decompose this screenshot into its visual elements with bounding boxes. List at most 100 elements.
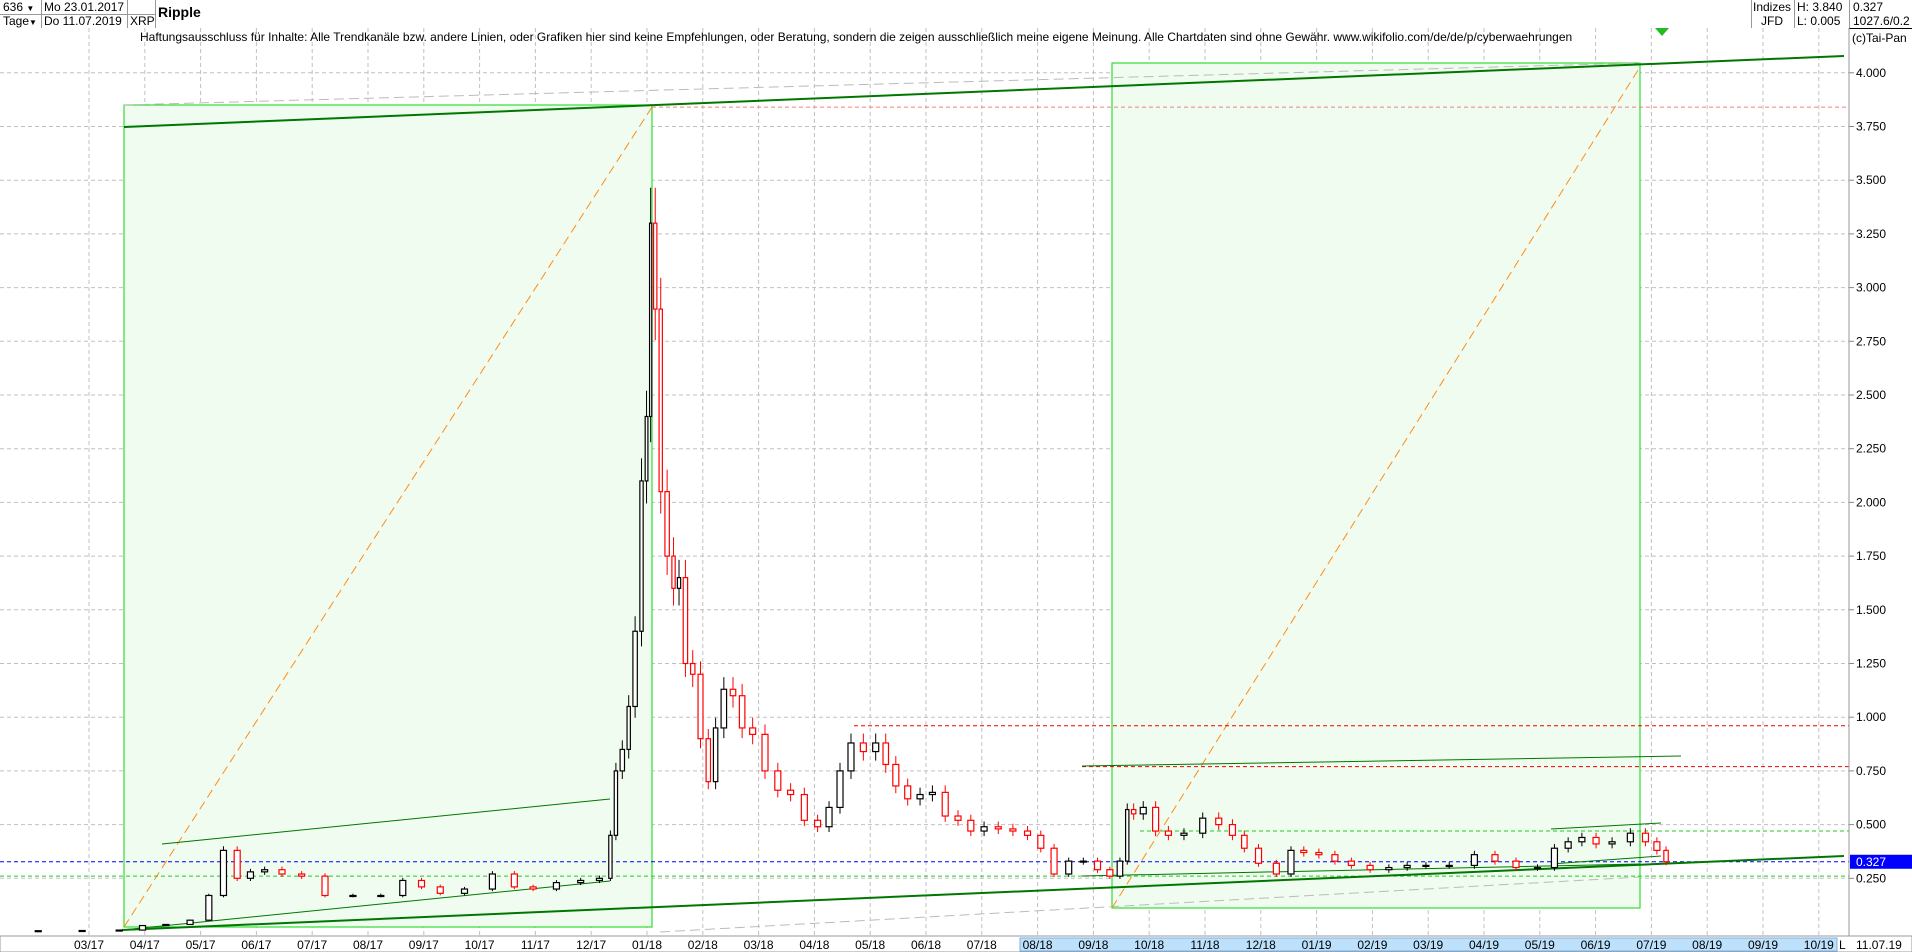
candle-up xyxy=(399,879,407,897)
candle-down xyxy=(529,886,537,890)
candle-up xyxy=(1445,864,1453,868)
x-tick-label: 11/17 xyxy=(521,938,550,952)
candle-down xyxy=(705,738,712,783)
candle-up xyxy=(552,881,561,890)
candle-up xyxy=(619,748,626,772)
divider xyxy=(1794,0,1795,28)
candle-down xyxy=(1272,862,1280,875)
candle-up xyxy=(595,877,604,882)
candle-down xyxy=(697,673,704,740)
candle-up xyxy=(632,630,638,708)
y-tick-label: 0.500 xyxy=(1856,818,1886,832)
candle-up xyxy=(720,688,728,729)
x-tick-label: 02/18 xyxy=(688,938,718,952)
candle-up xyxy=(246,871,255,879)
candle-up xyxy=(980,826,988,832)
channel-upper xyxy=(1550,822,1662,830)
x-tick-label: 04/17 xyxy=(130,938,160,952)
divider xyxy=(1751,0,1752,28)
channel-lower xyxy=(1081,863,1641,877)
x-tick-label: 09/19 xyxy=(1748,938,1778,952)
projection-box-right xyxy=(1111,62,1641,909)
scale-mode-toggle[interactable]: L xyxy=(1839,938,1846,952)
period-select[interactable]: Tage▼ xyxy=(3,15,37,28)
candle-up xyxy=(1065,860,1073,875)
y-tick-label: 0.750 xyxy=(1856,764,1886,778)
y-tick-label: 1.000 xyxy=(1856,710,1886,724)
x-tick-label: 08/17 xyxy=(353,938,383,952)
candle-up xyxy=(186,919,194,926)
candle-up xyxy=(1287,849,1295,875)
candle-up xyxy=(1470,854,1478,867)
channel-upper xyxy=(1081,755,1682,767)
candle-down xyxy=(1366,864,1374,871)
x-tick-label: 08/18 xyxy=(1023,938,1053,952)
candle-up xyxy=(613,770,619,836)
disclaimer-text: Haftungsausschluss für Inhalte: Alle Tre… xyxy=(140,30,1573,44)
candle-up xyxy=(639,480,644,632)
x-tick-label: 09/17 xyxy=(409,938,439,952)
y-tick-label: 1.750 xyxy=(1856,549,1886,563)
date-to[interactable]: Do 11.07.2019 xyxy=(44,14,122,28)
candle-down xyxy=(814,819,822,828)
y-tick-label: 2.750 xyxy=(1856,334,1886,348)
candle-up xyxy=(872,742,880,753)
orange-projection-right xyxy=(1111,66,1641,909)
chevron-down-icon: ▼ xyxy=(29,18,37,27)
candle-down xyxy=(738,695,746,729)
candle-up xyxy=(162,923,170,927)
candle-down xyxy=(510,873,518,888)
chart-title: Ripple xyxy=(158,4,201,20)
candle-up xyxy=(219,849,228,897)
x-tick-label: 01/19 xyxy=(1302,938,1332,952)
y-tick-label: 1.250 xyxy=(1856,657,1886,671)
candle-down xyxy=(1009,828,1017,832)
candle-down xyxy=(1050,847,1058,875)
candle-down xyxy=(1037,834,1045,849)
chart-header: 636 ▼ Tage▼ Mo 23.01.2017 Do 11.07.2019 … xyxy=(0,0,1912,29)
candle-up xyxy=(577,879,585,884)
candle-down xyxy=(994,826,1002,830)
candle-down xyxy=(1130,808,1137,815)
date-from[interactable]: Mo 23.01.2017 xyxy=(44,0,125,14)
symbol: XRP xyxy=(130,14,155,28)
y-tick-label: 4.000 xyxy=(1856,66,1886,80)
x-tick-label: 11/18 xyxy=(1190,938,1219,952)
y-tick-label: 3.750 xyxy=(1856,120,1886,134)
candle-up xyxy=(644,415,649,482)
candle-down xyxy=(892,763,900,787)
x-tick-label: 05/19 xyxy=(1525,938,1555,952)
trend-line-bottom xyxy=(121,855,1845,931)
candle-up xyxy=(825,806,833,828)
last-date-label: 11.07.19 xyxy=(1856,938,1902,952)
bar-count-select[interactable]: 636 ▼ xyxy=(3,1,34,14)
candle-down xyxy=(1240,834,1248,849)
candle-up xyxy=(138,924,147,931)
candle-up xyxy=(349,894,357,898)
candle-down xyxy=(749,727,757,735)
candle-up xyxy=(1139,806,1147,815)
candle-up xyxy=(1550,847,1559,869)
x-tick-label: 05/18 xyxy=(855,938,885,952)
y-tick-label: 2.000 xyxy=(1856,495,1886,509)
candle-down xyxy=(1215,817,1223,826)
divider xyxy=(155,0,156,28)
x-tick-label: 07/19 xyxy=(1636,938,1666,952)
candle-down xyxy=(941,791,949,817)
divider xyxy=(1849,0,1850,28)
candle-up xyxy=(1533,866,1542,870)
orange-projection-left xyxy=(123,106,653,928)
x-tick-label: 06/18 xyxy=(911,938,941,952)
candle-up xyxy=(928,791,937,796)
candle-down xyxy=(967,819,975,832)
y-tick-label: 3.250 xyxy=(1856,227,1886,241)
candle-down xyxy=(954,815,962,821)
candle-up xyxy=(847,742,855,772)
x-tick-label: 03/17 xyxy=(74,938,104,952)
candle-up xyxy=(1403,864,1411,869)
x-tick-label: 12/17 xyxy=(576,938,606,952)
candle-up xyxy=(1180,832,1188,836)
candle-down xyxy=(761,733,769,772)
x-tick-label: 04/19 xyxy=(1469,938,1499,952)
